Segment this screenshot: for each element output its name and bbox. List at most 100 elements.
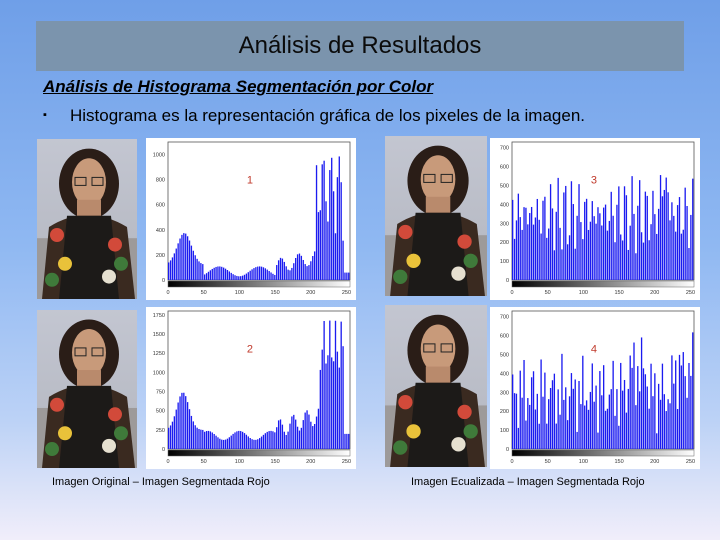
histogram-bar <box>538 219 540 280</box>
y-tick-label: 500 <box>500 183 509 189</box>
histogram-bar <box>665 177 667 280</box>
histogram-bar <box>565 185 567 280</box>
histogram-2: 0 250 500 750 1000 1250 1500 1750 0 50 100 150 200 25… <box>146 307 356 469</box>
histogram-bar <box>574 379 576 449</box>
histogram-bar <box>315 165 318 280</box>
histogram-bar <box>661 363 664 449</box>
histogram-bar <box>646 195 648 280</box>
histogram-bar <box>247 272 249 280</box>
histogram-bar <box>291 416 293 449</box>
histogram-bar <box>621 390 624 449</box>
histogram-bar <box>306 410 308 449</box>
histogram-bar <box>200 429 202 449</box>
histogram-bar <box>529 213 531 280</box>
histogram-bar <box>659 399 662 449</box>
histogram-bar <box>572 204 574 280</box>
histogram-bar <box>331 357 333 449</box>
histogram-bar <box>561 249 563 280</box>
histogram-bar <box>202 429 204 449</box>
histogram-bar <box>319 210 321 280</box>
histogram-bar <box>194 425 196 449</box>
histogram-bar <box>593 216 595 280</box>
histogram-bar <box>334 233 337 280</box>
histogram-bar <box>584 405 586 449</box>
histogram-bar <box>580 404 582 449</box>
histogram-bar <box>247 436 249 449</box>
x-tick-label: 50 <box>545 290 551 296</box>
histogram-bar <box>563 192 565 280</box>
y-tick-label: 0 <box>506 447 509 453</box>
histogram-bar <box>249 437 251 449</box>
histogram-bar <box>561 353 563 449</box>
histogram-bar <box>549 184 552 280</box>
histogram-bar <box>559 414 561 449</box>
histogram-bar <box>610 389 612 449</box>
histogram-bar <box>690 375 692 449</box>
histogram-bar <box>625 412 628 449</box>
x-tick-label: 0 <box>510 290 513 296</box>
histogram-bar <box>213 433 215 449</box>
histogram-bar <box>215 435 217 449</box>
histogram-bar <box>234 275 236 280</box>
histogram-bar <box>205 431 208 449</box>
histogram-bar <box>240 276 242 280</box>
histogram-bar <box>240 431 242 449</box>
histogram-bar <box>340 182 342 280</box>
x-tick-label: 150 <box>270 459 279 465</box>
histogram-bar <box>633 213 635 280</box>
histogram-bar <box>618 425 620 449</box>
y-tick-label: 500 <box>156 409 165 415</box>
histogram-bar <box>663 189 665 280</box>
y-tick-label: 600 <box>500 334 509 340</box>
bullet-marker: ▪ <box>43 109 47 121</box>
histogram-bar <box>521 397 523 449</box>
histogram-bar <box>589 221 592 280</box>
histogram-bar <box>179 396 181 449</box>
histogram-bar <box>523 359 525 449</box>
bullet-text: Histograma es la representación gráfica … <box>70 106 585 125</box>
histogram-bar <box>207 271 210 280</box>
histogram-bar <box>186 236 189 280</box>
histogram-bar <box>338 367 340 449</box>
histogram-bar <box>224 439 227 449</box>
title-banner: Análisis de Resultados <box>36 21 684 71</box>
x-tick-label: 0 <box>166 290 169 296</box>
histogram-bar <box>196 258 198 280</box>
histogram-bar <box>285 434 287 449</box>
histogram-bar <box>610 191 612 280</box>
histogram-bar <box>262 267 265 280</box>
histogram-bar <box>656 233 658 280</box>
x-tick-label: 200 <box>650 290 659 296</box>
histogram-bar <box>204 431 206 449</box>
histogram-bar <box>296 426 299 449</box>
histogram-bar <box>673 383 675 449</box>
histogram-bar <box>529 404 531 449</box>
histogram-bar <box>652 190 654 280</box>
histogram-bar <box>262 434 265 449</box>
histogram-bar <box>340 321 342 449</box>
histogram-bar <box>565 387 567 449</box>
histogram-bar <box>676 409 679 449</box>
y-tick-label: 1000 <box>153 153 165 159</box>
histogram-bar <box>202 264 204 280</box>
histogram-bar <box>232 433 234 449</box>
histogram-bar <box>650 363 652 449</box>
histogram-bar <box>678 354 681 449</box>
histogram-bar <box>650 224 652 280</box>
histogram-bar <box>207 430 210 449</box>
y-tick-label: 600 <box>500 165 509 171</box>
histogram-bar <box>327 221 329 280</box>
histogram-bar <box>342 240 344 280</box>
histogram-bar <box>168 427 170 449</box>
histogram-bar <box>629 225 631 280</box>
histogram-bar <box>640 337 643 449</box>
histogram-bar <box>538 423 540 449</box>
histogram-bar <box>204 274 206 280</box>
histogram-bar <box>566 244 569 280</box>
histogram-bar <box>654 373 656 449</box>
histogram-bar <box>608 220 611 280</box>
histogram-bar <box>513 238 516 280</box>
histogram-bar <box>587 409 590 449</box>
histogram-bar <box>525 207 527 280</box>
histogram-bar <box>245 434 248 449</box>
